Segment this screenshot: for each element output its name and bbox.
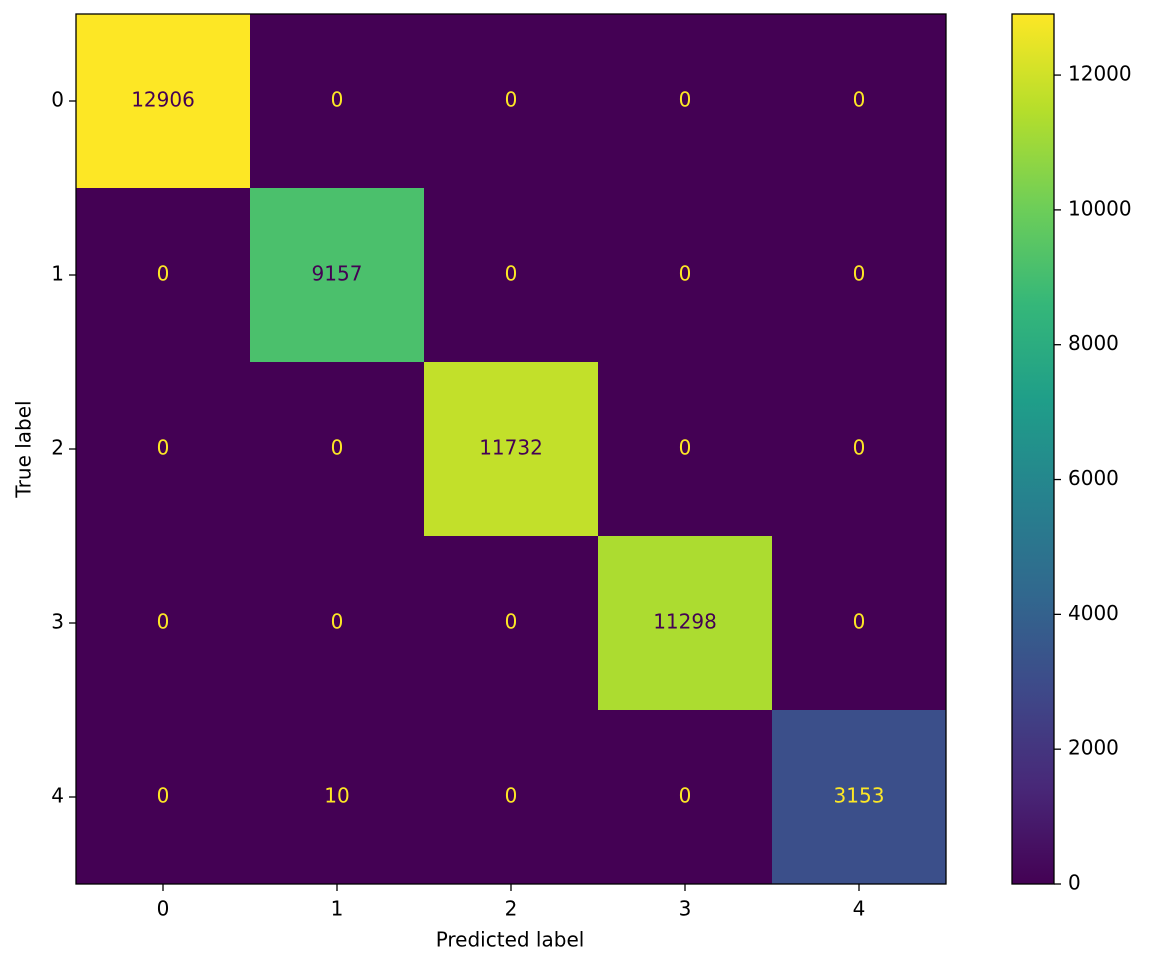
cell-label: 0: [157, 610, 170, 634]
y-tick-label: 4: [51, 784, 64, 808]
cell: [772, 710, 947, 885]
cell-label: 0: [679, 262, 692, 286]
cell-label: 0: [505, 610, 518, 634]
cell: [76, 710, 251, 885]
cell: [76, 536, 251, 711]
y-tick-label: 2: [51, 436, 64, 460]
cell-label: 0: [679, 88, 692, 112]
cell-label: 11732: [479, 436, 543, 460]
cell-label: 0: [853, 88, 866, 112]
x-tick-label: 2: [505, 897, 518, 921]
cell-label: 0: [853, 262, 866, 286]
colorbar-tick-label: 8000: [1068, 331, 1119, 355]
cell-label: 0: [331, 88, 344, 112]
colorbar-tick-label: 2000: [1068, 736, 1119, 760]
cell: [598, 362, 773, 537]
cell: [250, 14, 425, 189]
x-tick-label: 4: [853, 897, 866, 921]
cell-label: 0: [505, 88, 518, 112]
cell: [772, 188, 947, 363]
cell-label: 0: [157, 436, 170, 460]
cell: [424, 362, 599, 537]
colorbar-tick-label: 4000: [1068, 601, 1119, 625]
cell: [772, 362, 947, 537]
cell-label: 0: [853, 610, 866, 634]
y-tick-label: 0: [51, 88, 64, 112]
cell: [772, 14, 947, 189]
y-tick-label: 1: [51, 262, 64, 286]
cell: [76, 362, 251, 537]
cell: [598, 536, 773, 711]
cell: [424, 536, 599, 711]
cell: [424, 188, 599, 363]
cell-label: 0: [679, 784, 692, 808]
x-tick-label: 3: [679, 897, 692, 921]
x-axis-label: Predicted label: [436, 928, 585, 952]
cell-label: 9157: [312, 262, 363, 286]
cell: [250, 362, 425, 537]
colorbar-tick-label: 12000: [1068, 62, 1132, 86]
colorbar-tick-label: 6000: [1068, 466, 1119, 490]
cell-label: 3153: [834, 784, 885, 808]
cell-label: 0: [505, 784, 518, 808]
cell-label: 10: [324, 784, 349, 808]
colorbar: [1011, 13, 1055, 885]
x-tick-label: 0: [157, 897, 170, 921]
y-tick-label: 3: [51, 610, 64, 634]
cell-label: 12906: [131, 88, 195, 112]
cell: [598, 188, 773, 363]
cell: [250, 188, 425, 363]
y-axis-label: True label: [12, 400, 36, 498]
cell-label: 0: [853, 436, 866, 460]
cell-label: 0: [157, 262, 170, 286]
cell-label: 11298: [653, 610, 717, 634]
cell: [76, 14, 251, 189]
cell: [772, 536, 947, 711]
cell-label: 0: [157, 784, 170, 808]
colorbar-tick-label: 0: [1068, 871, 1081, 895]
cell-label: 0: [331, 436, 344, 460]
cell-label: 0: [505, 262, 518, 286]
x-tick-label: 1: [331, 897, 344, 921]
cell: [250, 710, 425, 885]
cell-label: 0: [679, 436, 692, 460]
cell-label: 0: [331, 610, 344, 634]
cell: [598, 14, 773, 189]
colorbar-tick-label: 10000: [1068, 196, 1132, 220]
cell: [250, 536, 425, 711]
cell: [424, 14, 599, 189]
cell: [76, 188, 251, 363]
cell: [424, 710, 599, 885]
cell: [598, 710, 773, 885]
